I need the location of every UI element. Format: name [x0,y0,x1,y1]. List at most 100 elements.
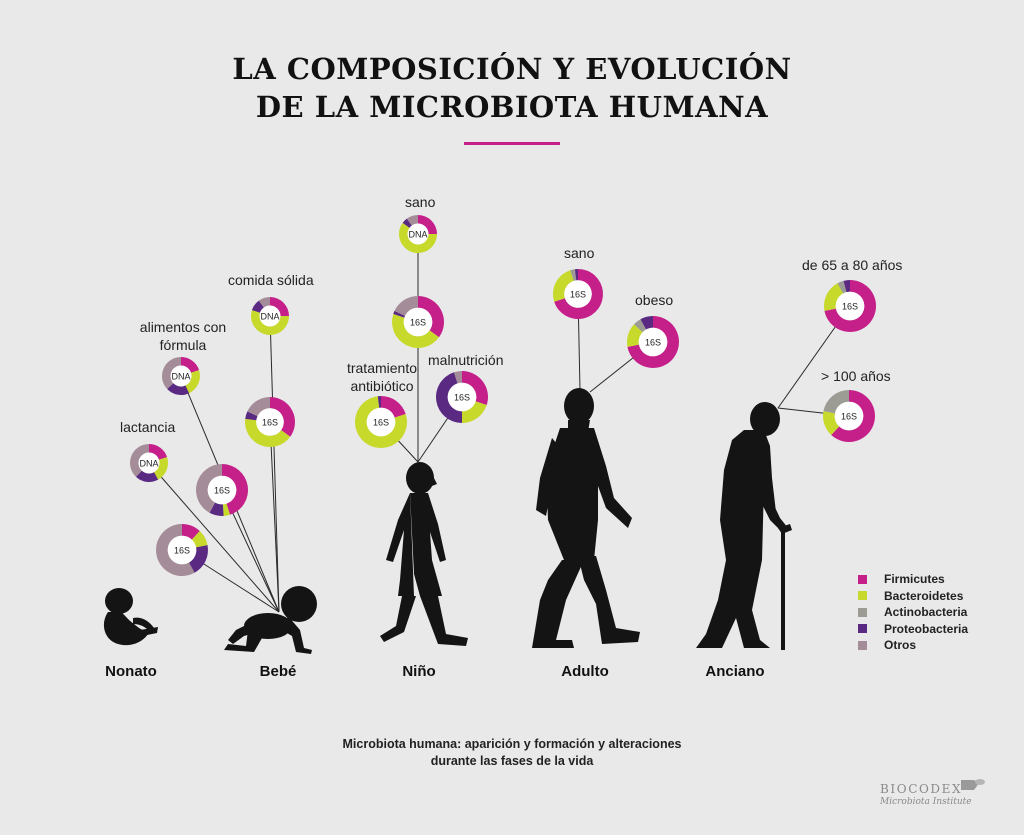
legend-item-otros: Otros [858,637,968,653]
fetus-silhouette [103,588,158,646]
method-label-bebe-lactancia: DNA [139,459,158,469]
connector-bebe-solida-16s [269,421,280,613]
segment-bebe-formula-bacteroidetes [185,370,201,394]
connector-bebe-solida [269,315,280,613]
ring-label-lactancia: lactancia [120,419,176,435]
donut-hole-bebe-formula [170,365,192,387]
child-silhouette [380,462,468,646]
ring-label-antibiotico: tratamiento antibiótico [346,360,418,394]
legend-label: Firmicutes [884,572,945,586]
stage-label-nino: Niño [402,663,436,680]
segment-bebe-formula-otros [161,357,181,390]
segment-nino-malnutricion-bacteroidetes [462,401,487,423]
segment-anciano-100-actinobacteria [823,390,849,414]
ring-label-65-80: de 65 a 80 años [802,257,903,273]
title-divider [464,142,560,145]
donut-hole-anciano-100 [834,401,864,431]
method-label-bebe-formula-16s: 16S [214,486,230,496]
method-label-nino-sano: DNA [408,230,427,240]
ring-label-formula: alimentos con fórmula [139,319,227,353]
segment-adulto-sano-firmicutes [554,269,603,319]
segment-adulto-sano-bacteroidetes [553,270,574,302]
segment-bebe-solida-16s-otros [247,397,270,417]
ring-label-nino-sano: sano [405,194,436,210]
stage-label-anciano: Anciano [705,663,765,680]
segment-adulto-sano-proteobacteria [574,269,578,281]
segment-adulto-obeso-bacteroidetes [627,324,643,347]
ring-label-obeso: obeso [635,292,674,308]
segment-bebe-lactancia-16s-proteobacteria [188,545,208,573]
method-label-bebe-solida: DNA [260,312,279,322]
donut-anciano-100: 16S [823,390,875,442]
legend-label: Actinobacteria [884,605,968,619]
segment-anciano-100-firmicutes [831,390,875,442]
segment-bebe-solida-bacteroidetes [251,310,289,335]
segment-nino-sano-16s-proteobacteria [393,310,406,318]
stage-label-bebe: Bebé [259,663,297,680]
title-line-1: LA COMPOSICIÓN Y EVOLUCIÓN [232,52,792,86]
segment-nino-sano-firmicutes [418,215,437,234]
segment-nino-malnutricion-proteobacteria [435,372,462,423]
caption-line-1: Microbiota humana: aparición y formación… [342,737,682,751]
legend-swatch [858,591,867,600]
segment-adulto-obeso-proteobacteria [640,316,653,330]
segment-bebe-lactancia-bacteroidetes [154,457,168,480]
ring-label-100: > 100 años [821,368,891,384]
donut-nino-antibiotico: 16S [355,396,407,448]
caption: Microbiota humana: aparición y formación… [0,736,1024,770]
legend-item-proteobacteria: Proteobacteria [858,621,968,637]
segment-anciano-100-bacteroidetes [823,411,840,435]
segment-nino-sano-16s-bacteroidetes [391,313,440,349]
ring-label-comida-solida: comida sólida [228,272,314,288]
donut-bebe-solida: DNA [251,297,289,335]
segment-adulto-sano-actinobacteria [570,269,577,281]
method-label-bebe-formula: DNA [171,372,190,382]
donut-bebe-formula: DNA [161,357,201,396]
segment-nino-sano-16s-otros [394,296,418,316]
legend-label: Bacteroidetes [884,588,964,603]
donut-hole-bebe-solida [259,305,281,327]
segment-nino-sano-16s-firmicutes [418,296,445,338]
stage-label-nonato: Nonato [105,663,157,680]
connector-bebe-lactancia [148,462,280,613]
segment-anciano-65-80-bacteroidetes [824,283,844,311]
segment-bebe-solida-firmicutes [270,297,289,316]
donut-hole-adulto-obeso [638,327,668,357]
method-label-bebe-lactancia-16s: 16S [174,546,190,556]
stage-label-adulto: Adulto [561,663,609,680]
donut-bebe-lactancia-16s: 16S [156,524,208,576]
segment-nino-malnutricion-firmicutes [462,371,489,406]
legend-item-bacteroidetes: Bacteroidetes [858,588,968,604]
biocodex-logo: BIOCODEX Microbiota Institute [880,779,990,807]
segment-bebe-lactancia-16s-otros [156,524,195,576]
segment-bebe-lactancia-firmicutes [149,444,168,460]
segment-nino-antibiotico-firmicutes [381,396,406,418]
logo-subtitle: Microbiota Institute [880,797,972,807]
logo-mark-icon [961,779,985,790]
segment-nino-sano-bacteroidetes [399,222,437,253]
legend: Firmicutes Bacteroidetes Actinobacteria Pro… [858,571,968,654]
segment-bebe-lactancia-proteobacteria [135,470,159,483]
segment-adulto-obeso-firmicutes [627,316,679,369]
ring-label-adulto-sano: sano [564,245,595,261]
donut-bebe-solida-16s: 16S [244,397,295,447]
segment-bebe-solida-16s-firmicutes [270,397,295,437]
method-label-adulto-sano: 16S [570,290,586,300]
donut-hole-nino-antibiotico [366,407,396,437]
segment-bebe-formula-16s-firmicutes [222,464,248,515]
segment-bebe-lactancia-16s-bacteroidetes [191,531,208,548]
legend-label: Proteobacteria [884,621,969,636]
segment-bebe-formula-16s-otros [196,464,222,513]
segment-bebe-solida-16s-proteobacteria [245,411,258,421]
segment-nino-malnutricion-otros [453,371,462,384]
segment-bebe-solida-16s-bacteroidetes [244,418,291,447]
donut-adulto-sano: 16S [553,269,603,319]
donut-hole-bebe-lactancia [138,452,160,474]
segment-nino-antibiotico-proteobacteria [377,396,381,408]
donut-hole-nino-sano-16s [403,307,433,337]
segment-bebe-solida-otros [258,297,270,308]
legend-swatch [858,624,867,633]
legend-item-firmicutes: Firmicutes [858,571,968,587]
donut-hole-anciano-65-80 [835,291,865,321]
